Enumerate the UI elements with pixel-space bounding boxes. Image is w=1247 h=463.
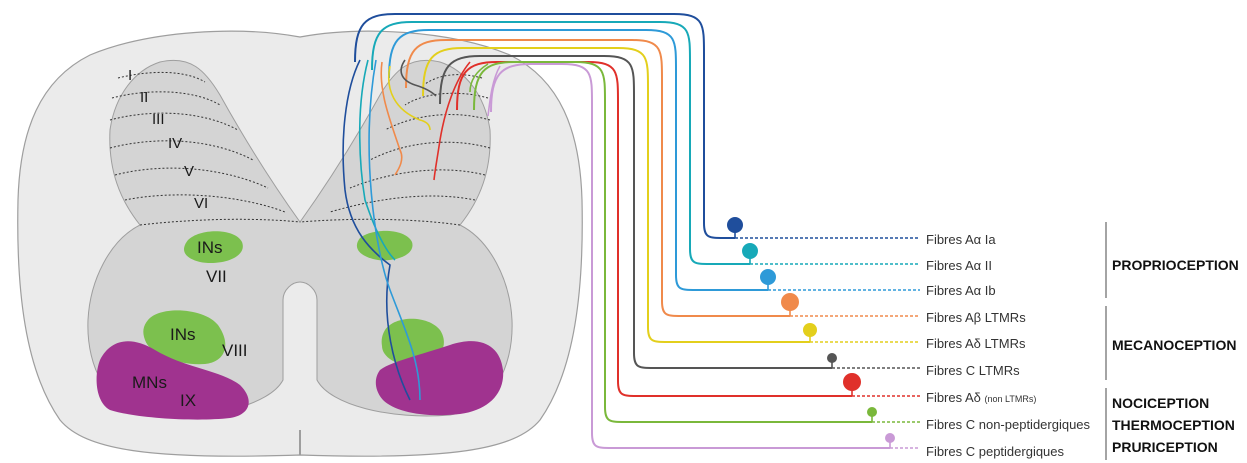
motoneuron-region-ix <box>96 341 249 420</box>
fiber-label-ad-non-ltmrs: Fibres Aδ (non LTMRs) <box>926 390 1036 405</box>
fiber-soma-c-ltmrs <box>827 353 837 363</box>
fiber-label-c-ltmrs: Fibres C LTMRs <box>926 363 1020 378</box>
fiber-label-aa-ii: Fibres Aα II <box>926 258 992 273</box>
fiber-soma-ad-ltmrs <box>803 323 817 337</box>
fiber-soma-aa-ib <box>760 269 776 285</box>
fiber-terminal-ad-ltmrs <box>388 65 431 131</box>
fiber-label-aa-ib: Fibres Aα Ib <box>926 283 996 298</box>
ins-label-vii: INs <box>197 238 223 257</box>
fibers <box>342 13 920 449</box>
fiber-terminal-c-non-peptidergic <box>469 63 489 93</box>
lamina-label-3: III <box>152 111 165 128</box>
fiber-axon-ad-ltmrs <box>422 47 810 343</box>
fiber-axon-c-peptidergic <box>490 63 890 449</box>
fiber-soma-ad-non-ltmrs <box>843 373 861 391</box>
lamina-label-2: II <box>140 89 148 106</box>
fiber-terminal-aa-ia <box>342 59 411 401</box>
category-mecanoception: MECANOCEPTION <box>1112 337 1236 353</box>
fiber-terminal-c-peptidergic <box>487 65 501 117</box>
lamina-label-viii: VIII <box>222 341 248 360</box>
fiber-label-ad-ltmrs: Fibres Aδ LTMRs <box>926 336 1026 351</box>
fiber-axon-ad-non-ltmrs <box>456 61 852 397</box>
lamina-label-1: I <box>128 67 132 84</box>
fiber-soma-aa-ia <box>727 217 743 233</box>
lamina-label-4: IV <box>168 135 182 152</box>
fiber-label-ad-sub: (non LTMRs) <box>985 394 1037 404</box>
interneuron-region-vii <box>184 231 243 264</box>
fiber-axon-aa-ib <box>388 29 768 291</box>
mns-label: MNs <box>132 373 167 392</box>
fiber-soma-c-peptidergic <box>885 433 895 443</box>
fiber-axon-c-non-peptidergic <box>473 61 872 423</box>
fiber-terminal-ad-non-ltmrs <box>433 61 471 181</box>
category-labels: PROPRIOCEPTION MECANOCEPTION NOCICEPTION… <box>1112 257 1239 455</box>
category-thermoception: THERMOCEPTION <box>1112 417 1235 433</box>
laminae-boundaries <box>109 71 301 226</box>
fiber-axon-aa-ia <box>354 13 735 239</box>
lamina-label-ix: IX <box>180 391 196 410</box>
fiber-label-aa-ia: Fibres Aα Ia <box>926 232 996 247</box>
fiber-soma-c-non-peptidergic <box>867 407 877 417</box>
ins-label-viii: INs <box>170 325 196 344</box>
fiber-soma-aa-ii <box>742 243 758 259</box>
category-proprioception: PROPRIOCEPTION <box>1112 257 1239 273</box>
lamina-label-5: V <box>184 163 194 180</box>
fiber-terminal-c-ltmrs <box>400 59 437 97</box>
fiber-label-c-non-peptidergic: Fibres C non-peptidergiques <box>926 417 1091 432</box>
lamina-label-vii: VII <box>206 267 227 286</box>
lamina-labels: I II III IV V VI <box>128 67 208 212</box>
fiber-axon-c-ltmrs <box>439 55 832 369</box>
fiber-terminal-ab-ltmrs <box>380 61 403 176</box>
category-nociception: NOCICEPTION <box>1112 395 1209 411</box>
category-pruriception: PRURICEPTION <box>1112 439 1218 455</box>
fiber-soma-ab-ltmrs <box>781 293 799 311</box>
fiber-labels: Fibres Aα Ia Fibres Aα II Fibres Aα Ib F… <box>926 232 1091 459</box>
lamina-label-6: VI <box>194 195 208 212</box>
fiber-axon-aa-ii <box>371 21 750 265</box>
laminae-boundaries-right <box>299 74 491 226</box>
fiber-label-c-peptidergic: Fibres C peptidergiques <box>926 444 1065 459</box>
interneuron-region-viii <box>143 310 226 365</box>
fiber-terminal-aa-ib <box>368 59 421 401</box>
fiber-terminal-aa-ii <box>358 59 396 261</box>
fiber-label-ab-ltmrs: Fibres Aβ LTMRs <box>926 310 1026 325</box>
fiber-label-ad-main: Fibres Aδ <box>926 390 985 405</box>
fiber-axon-ab-ltmrs <box>405 39 790 317</box>
